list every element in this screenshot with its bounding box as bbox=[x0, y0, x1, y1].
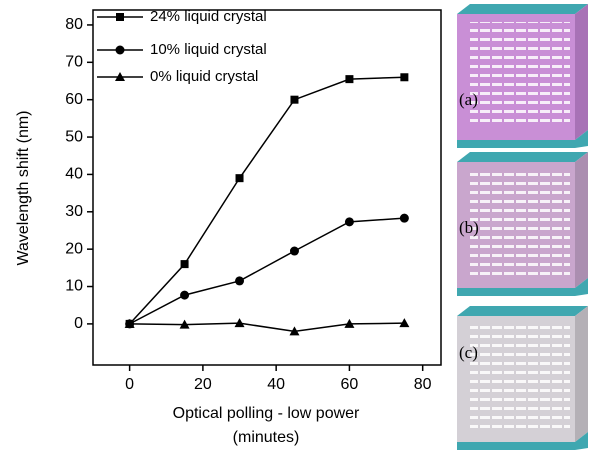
x-tick-label: 20 bbox=[194, 376, 212, 393]
cube-c bbox=[457, 306, 588, 450]
x-tick-label: 40 bbox=[267, 376, 285, 393]
marker bbox=[235, 276, 245, 286]
marker bbox=[290, 95, 299, 104]
marker bbox=[344, 318, 355, 328]
marker bbox=[345, 75, 354, 84]
legend-marker bbox=[115, 45, 125, 55]
x-tick-label: 80 bbox=[414, 376, 432, 393]
marker bbox=[124, 318, 135, 328]
y-axis-label: Wavelength shift (nm) bbox=[15, 110, 32, 265]
series-line bbox=[129, 217, 405, 325]
y-tick-label: 70 bbox=[65, 54, 83, 71]
marker bbox=[399, 213, 409, 223]
legend-label: 10% liquid crystal bbox=[150, 41, 267, 58]
series-line bbox=[129, 322, 405, 333]
marker bbox=[180, 290, 190, 300]
legend-marker bbox=[115, 72, 125, 81]
marker bbox=[399, 318, 410, 328]
cube-a bbox=[457, 4, 588, 148]
legend-label: 24% liquid crystal bbox=[150, 8, 267, 25]
x-tick-label: 60 bbox=[341, 376, 359, 393]
inset-label: (a) bbox=[459, 90, 478, 109]
marker bbox=[180, 260, 189, 269]
y-tick-label: 30 bbox=[65, 203, 83, 220]
y-tick-label: 20 bbox=[65, 240, 83, 257]
y-tick-label: 10 bbox=[65, 278, 83, 295]
marker bbox=[234, 318, 245, 328]
series-line bbox=[129, 76, 405, 325]
marker bbox=[235, 174, 244, 183]
plot-frame bbox=[92, 9, 442, 366]
marker bbox=[289, 326, 300, 336]
x-axis-label: (minutes) bbox=[233, 429, 300, 446]
legend-marker bbox=[116, 13, 124, 21]
y-tick-label: 40 bbox=[65, 166, 83, 183]
cube-b bbox=[457, 152, 588, 296]
y-tick-label: 80 bbox=[65, 16, 83, 33]
y-tick-label: 50 bbox=[65, 128, 83, 145]
y-tick-label: 0 bbox=[74, 315, 83, 332]
marker bbox=[400, 73, 409, 82]
marker bbox=[179, 319, 190, 329]
x-tick-label: 0 bbox=[125, 376, 134, 393]
y-tick-label: 60 bbox=[65, 91, 83, 108]
inset-label: (b) bbox=[459, 218, 479, 237]
inset-label: (c) bbox=[459, 343, 478, 362]
marker bbox=[344, 217, 354, 227]
marker bbox=[289, 246, 299, 256]
legend-label: 0% liquid crystal bbox=[150, 68, 258, 85]
inset-cubes: (a) (b) (c) bbox=[457, 4, 588, 450]
x-axis-label: Optical polling - low power bbox=[173, 405, 360, 422]
